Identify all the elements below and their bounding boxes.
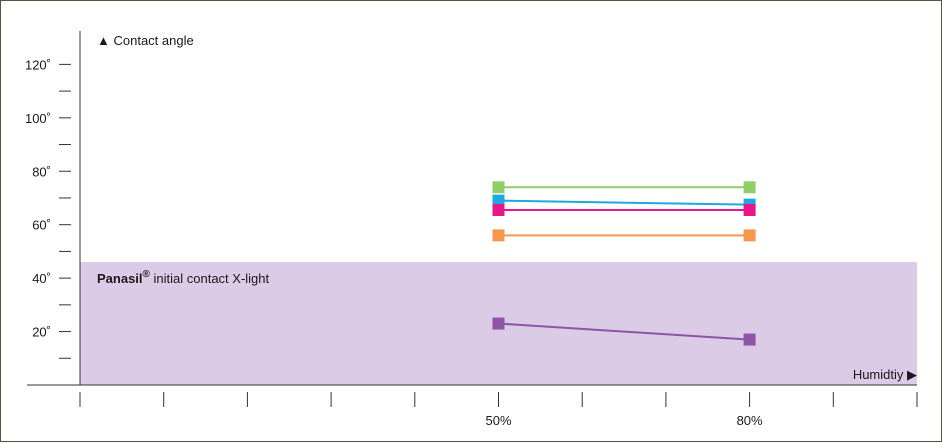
series-line: [498, 322, 750, 341]
y-ticks: 20˚ 40˚ 60˚ 80˚ 100˚ 120˚: [25, 57, 71, 359]
data-point-marker: [492, 229, 505, 242]
y-tick-label: 60˚: [32, 218, 51, 233]
data-point-marker: [492, 317, 505, 330]
series-2: [492, 194, 756, 211]
data-point-marker: [743, 229, 756, 242]
x-tick-label: 50%: [485, 413, 511, 428]
x-tick-label: 80%: [737, 413, 763, 428]
band-label: Panasil® initial contact X-light: [97, 269, 270, 286]
data-point-marker: [743, 203, 756, 216]
series: [492, 181, 756, 346]
data-point-marker: [492, 181, 505, 194]
y-tick-label: 80˚: [32, 164, 51, 179]
data-point-marker: [743, 333, 756, 346]
band-label-sup: ®: [143, 269, 151, 280]
y-tick-label: 100˚: [25, 111, 51, 126]
y-tick-label: 20˚: [32, 325, 51, 340]
series-3: [492, 203, 756, 216]
band-label-rest: initial contact X-light: [150, 271, 270, 286]
series-1: [492, 181, 756, 194]
y-tick-label: 40˚: [32, 271, 51, 286]
y-tick-label: 120˚: [25, 57, 51, 72]
data-point-marker: [492, 203, 505, 216]
band-label-bold: Panasil: [97, 271, 143, 286]
series-5: [492, 317, 756, 346]
y-axis-title: ▲ Contact angle: [97, 33, 194, 48]
data-point-marker: [492, 194, 505, 207]
data-point-marker: [743, 181, 756, 194]
series-4: [492, 229, 756, 242]
x-ticks: 50% 80%: [79, 392, 918, 428]
series-line: [498, 199, 750, 206]
x-axis-title: Humidtiy ▶: [853, 367, 917, 382]
axes: [27, 31, 917, 386]
